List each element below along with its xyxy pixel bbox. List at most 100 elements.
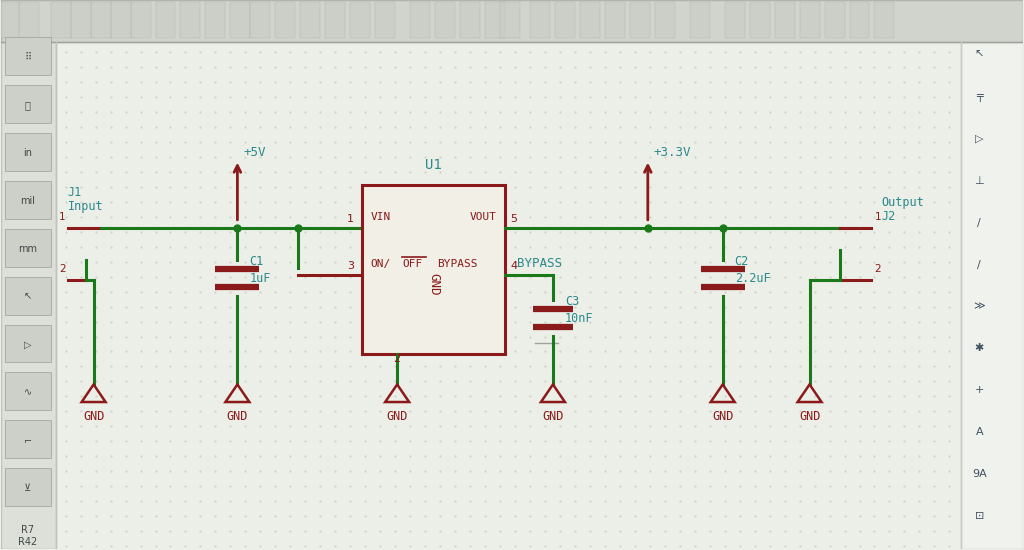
Text: ▷: ▷ [975,134,984,144]
Bar [654,2,675,38]
Bar [5,229,50,267]
Bar [774,2,795,38]
Bar [50,2,71,38]
Bar [5,324,50,362]
Text: in: in [24,148,32,158]
Text: +: + [975,386,984,395]
Text: 1uF: 1uF [250,272,270,284]
Text: Input: Input [68,200,103,213]
Text: /: / [978,218,981,228]
Bar [251,2,270,38]
Text: 2: 2 [874,263,881,273]
Bar [71,2,90,38]
Bar [962,42,1023,549]
Bar [5,37,50,75]
Bar [180,2,201,38]
Text: GND: GND [83,410,104,423]
Bar [690,2,710,38]
Bar [326,2,345,38]
Bar [500,2,520,38]
Bar [750,2,770,38]
Text: +5V: +5V [244,146,266,159]
Bar [530,2,550,38]
Bar [362,185,505,355]
Bar [630,2,650,38]
Bar [5,85,50,123]
Bar [90,2,111,38]
Text: 4: 4 [510,261,517,271]
Text: 1: 1 [347,214,354,224]
Text: ⠿: ⠿ [25,52,32,62]
Text: ↖: ↖ [24,292,32,301]
Bar [411,2,430,38]
Text: ▷: ▷ [24,339,32,349]
Bar [300,2,321,38]
Text: GND: GND [799,410,820,423]
Text: BYPASS: BYPASS [517,257,562,270]
Text: 9A: 9A [972,469,987,479]
Bar [850,2,869,38]
Text: Output: Output [882,196,925,208]
Text: A: A [976,427,983,437]
Text: 1: 1 [59,212,66,222]
Text: GND: GND [543,410,563,423]
Text: GND: GND [712,410,733,423]
Bar [824,2,845,38]
Text: ∿: ∿ [24,387,32,398]
Bar [5,372,50,410]
Bar [874,2,894,38]
Text: 2.2uF: 2.2uF [734,272,770,284]
Text: ≫: ≫ [974,301,985,311]
Bar [5,420,50,458]
Text: 🔒: 🔒 [25,100,31,110]
Text: 1: 1 [874,212,881,222]
Text: ╤: ╤ [976,92,983,102]
Text: 2: 2 [59,263,66,273]
Bar [375,2,395,38]
Bar [111,2,130,38]
Text: ⊥: ⊥ [975,176,984,186]
Text: VIN: VIN [371,212,390,222]
Text: +3.3V: +3.3V [653,146,691,159]
Text: VOUT: VOUT [470,212,497,222]
Bar [230,2,251,38]
Bar [0,2,18,38]
Text: mm: mm [18,244,37,254]
Bar [55,42,962,549]
Bar [460,2,480,38]
Text: ⊻: ⊻ [25,483,32,493]
Bar [5,133,50,170]
Text: J2: J2 [882,210,896,223]
Text: GND: GND [226,410,248,423]
Text: mil: mil [20,196,35,206]
Text: U1: U1 [425,158,442,172]
Text: 10nF: 10nF [565,311,594,324]
Bar [18,2,39,38]
Bar [725,2,744,38]
Bar [5,181,50,219]
Text: 5: 5 [510,214,517,224]
Bar [5,469,50,506]
Text: 2: 2 [393,355,400,365]
Bar [1,0,55,549]
Text: GND: GND [427,273,440,296]
Text: C2: C2 [734,255,749,268]
Bar [130,2,151,38]
Text: 3: 3 [347,261,354,271]
Text: ON/: ON/ [371,258,390,268]
Bar [435,2,455,38]
Bar [350,2,371,38]
Text: ↖: ↖ [975,50,984,60]
Bar [5,277,50,315]
Bar [485,2,505,38]
Text: ✱: ✱ [975,344,984,354]
Text: C3: C3 [565,295,580,307]
Text: R7
R42: R7 R42 [18,525,37,547]
Text: ⌐: ⌐ [24,436,32,446]
Text: C1: C1 [250,255,263,268]
Bar [275,2,295,38]
Bar [206,2,225,38]
Text: OFF: OFF [402,258,423,268]
Bar [605,2,625,38]
Text: /: / [978,260,981,270]
